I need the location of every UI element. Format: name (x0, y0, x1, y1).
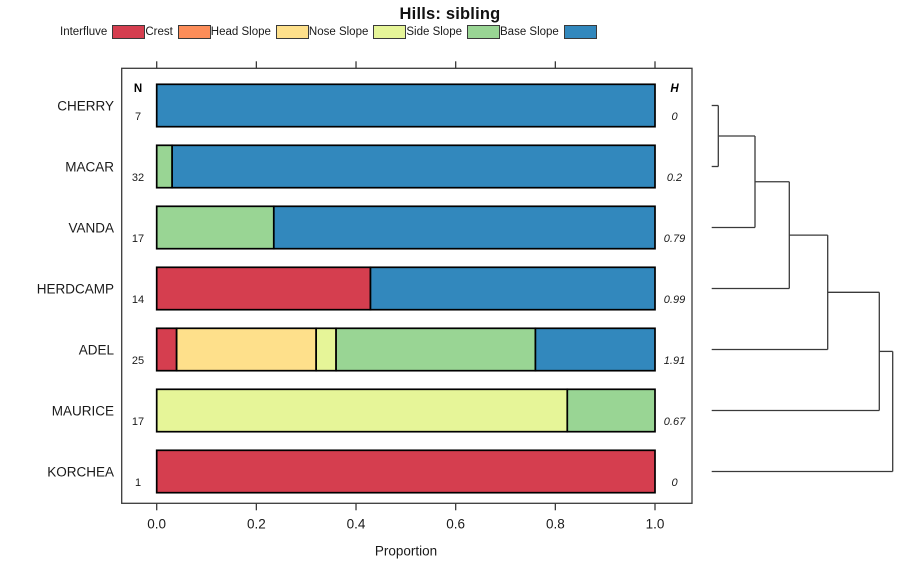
n-value-maurice: 17 (131, 415, 145, 428)
bar-segment-vanda-side-slope (155, 205, 275, 250)
x-tick-label: 0.2 (246, 516, 266, 532)
legend-item-base-slope: Base Slope (500, 25, 597, 39)
legend-swatch-base-slope (563, 25, 597, 39)
x-axis-label: Proportion (374, 543, 438, 559)
legend-swatch-crest (177, 25, 211, 39)
bar-segment-korchea-interfluve (155, 449, 656, 494)
legend-swatch-interfluve (112, 25, 146, 39)
legend-item-side-slope: Side Slope (406, 25, 500, 39)
legend-label-crest: Crest (145, 26, 173, 38)
n-value-adel: 25 (131, 354, 145, 367)
bar-segment-macar-base-slope (171, 144, 656, 189)
legend-label-nose-slope: Nose Slope (308, 26, 369, 38)
plot-border (121, 67, 693, 504)
h-value-vanda: 0.79 (663, 232, 686, 245)
legend-swatch-nose-slope (373, 25, 407, 39)
row-label-macar: MACAR (65, 159, 114, 174)
x-tick-label: 0.4 (346, 516, 366, 532)
n-value-cherry: 7 (134, 110, 142, 123)
row-label-cherry: CHERRY (57, 98, 114, 113)
bar-segment-adel-nose-slope (315, 327, 337, 372)
h-value-maurice: 0.67 (663, 415, 686, 428)
x-tick-label: 0.8 (545, 516, 565, 532)
bar-segment-maurice-side-slope (566, 388, 656, 433)
legend-item-interfluve: Interfluve (60, 25, 146, 39)
row-label-vanda: VANDA (68, 220, 114, 235)
x-tick-label: 0.0 (147, 516, 167, 532)
h-value-cherry: 0 (671, 110, 678, 123)
h-value-adel: 1.91 (663, 354, 686, 367)
bar-segment-herdcamp-base-slope (369, 266, 656, 311)
legend: Interfluve Crest Head Slope Nose Slope Side … (60, 25, 597, 39)
row-label-maurice: MAURICE (51, 403, 114, 418)
legend-item-nose-slope: Nose Slope (308, 25, 407, 39)
h-value-herdcamp: 0.99 (663, 293, 686, 306)
legend-label-side-slope: Side Slope (406, 26, 462, 38)
legend-label-interfluve: Interfluve (60, 26, 108, 38)
x-tick-label: 1.0 (645, 516, 665, 532)
n-value-korchea: 1 (134, 476, 142, 489)
h-value-korchea: 0 (671, 476, 678, 489)
legend-label-base-slope: Base Slope (500, 26, 559, 38)
legend-item-head-slope: Head Slope (211, 25, 309, 39)
row-label-herdcamp: HERDCAMP (36, 281, 114, 296)
col-header-h: H (670, 82, 679, 95)
bar-segment-maurice-nose-slope (155, 388, 569, 433)
n-value-macar: 32 (131, 171, 145, 184)
row-label-adel: ADEL (78, 342, 114, 357)
bar-segment-adel-base-slope (534, 327, 656, 372)
bar-segment-adel-interfluve (155, 327, 178, 372)
bar-segment-macar-side-slope (155, 144, 173, 189)
n-value-vanda: 17 (131, 232, 145, 245)
h-value-macar: 0.2 (666, 171, 683, 184)
legend-label-head-slope: Head Slope (210, 26, 271, 38)
legend-swatch-side-slope (467, 25, 500, 39)
legend-swatch-head-slope (275, 25, 309, 39)
bar-segment-herdcamp-interfluve (155, 266, 372, 311)
bar-segment-cherry-base-slope (155, 83, 656, 128)
bar-segment-adel-side-slope (335, 327, 537, 372)
col-header-n: N (133, 82, 143, 95)
legend-item-crest: Crest (145, 25, 211, 39)
chart-title: Hills: sibling (399, 5, 501, 23)
x-tick-label: 0.6 (446, 516, 466, 532)
bar-segment-vanda-base-slope (272, 205, 656, 250)
row-label-korchea: KORCHEA (47, 464, 114, 479)
bar-segment-adel-head-slope (175, 327, 318, 372)
n-value-herdcamp: 14 (131, 293, 145, 306)
